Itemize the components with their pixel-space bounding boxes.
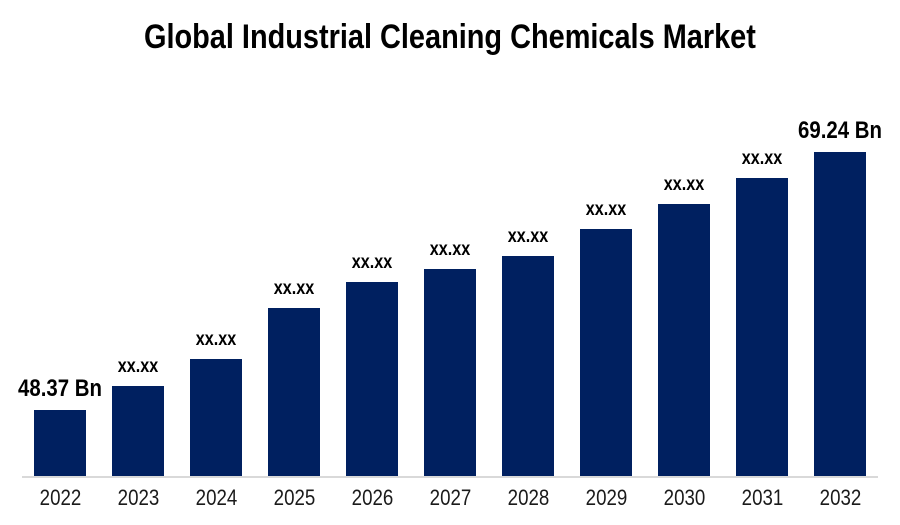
bar-value-label: xx.xx xyxy=(741,148,783,170)
bar-column: xx.xx xyxy=(346,252,398,476)
x-axis-label-text: 2024 xyxy=(195,485,237,510)
bar-column: xx.xx xyxy=(424,239,476,476)
bar-column: 69.24 Bn xyxy=(798,117,882,476)
x-axis-label: 2029 xyxy=(580,486,632,510)
bar xyxy=(658,204,710,476)
x-axis-label-text: 2025 xyxy=(273,485,315,510)
bar xyxy=(580,229,632,476)
x-axis-label-text: 2030 xyxy=(663,485,705,510)
x-axis-label: 2024 xyxy=(190,486,242,510)
x-axis-labels: 2022 2023 2024 2025 2026 2027 2028 2029 2030 2031… xyxy=(22,486,878,510)
x-axis-label: 2022 xyxy=(34,486,86,510)
x-axis-label-text: 2032 xyxy=(819,485,861,510)
bar-column: xx.xx xyxy=(190,329,242,476)
bar-value-label: 69.24 Bn xyxy=(798,116,882,144)
bar-column: xx.xx xyxy=(658,174,710,476)
bar xyxy=(268,308,320,476)
bar-column: xx.xx xyxy=(736,148,788,476)
bar-value-label: xx.xx xyxy=(273,278,315,300)
x-axis-label-text: 2029 xyxy=(585,485,627,510)
x-axis-label: 2027 xyxy=(424,486,476,510)
bar-column: xx.xx xyxy=(502,226,554,476)
x-axis-label: 2028 xyxy=(502,486,554,510)
x-axis-label: 2030 xyxy=(658,486,710,510)
bar xyxy=(814,152,866,476)
bar xyxy=(424,269,476,476)
x-axis-label: 2026 xyxy=(346,486,398,510)
x-axis-label-text: 2023 xyxy=(117,485,159,510)
bar-column: xx.xx xyxy=(580,199,632,476)
bar-value-label: xx.xx xyxy=(195,329,237,351)
bar xyxy=(736,178,788,476)
x-axis-label: 2031 xyxy=(736,486,788,510)
x-axis-label: 2023 xyxy=(112,486,164,510)
chart-title-text: Global Industrial Cleaning Chemicals Mar… xyxy=(144,18,756,56)
bar-value-label: xx.xx xyxy=(663,174,705,196)
x-axis-label-text: 2026 xyxy=(351,485,393,510)
bar xyxy=(34,410,86,476)
x-axis-label: 2032 xyxy=(814,486,866,510)
x-axis-line xyxy=(22,476,878,478)
plot-area: 48.37 Bn xx.xx xx.xx xx.xx xx.xx xx.xx xx.xx xx… xyxy=(18,0,882,476)
bar-value-label: xx.xx xyxy=(117,356,159,378)
bar xyxy=(346,282,398,476)
x-axis-label-text: 2028 xyxy=(507,485,549,510)
x-axis-label-text: 2031 xyxy=(741,485,783,510)
bar-column: xx.xx xyxy=(112,356,164,476)
bar-value-label: xx.xx xyxy=(351,252,393,274)
x-axis-label-text: 2022 xyxy=(39,485,81,510)
bar-value-label: xx.xx xyxy=(507,226,549,248)
bar xyxy=(112,386,164,476)
x-axis-label: 2025 xyxy=(268,486,320,510)
bar xyxy=(190,359,242,476)
bar xyxy=(502,256,554,476)
bar-column: 48.37 Bn xyxy=(18,375,102,476)
bar-column: xx.xx xyxy=(268,278,320,476)
bar-value-label: 48.37 Bn xyxy=(18,374,102,402)
bar-value-label: xx.xx xyxy=(585,199,627,221)
x-axis-label-text: 2027 xyxy=(429,485,471,510)
chart-title: Global Industrial Cleaning Chemicals Mar… xyxy=(0,16,900,58)
bar-value-label: xx.xx xyxy=(429,239,471,261)
